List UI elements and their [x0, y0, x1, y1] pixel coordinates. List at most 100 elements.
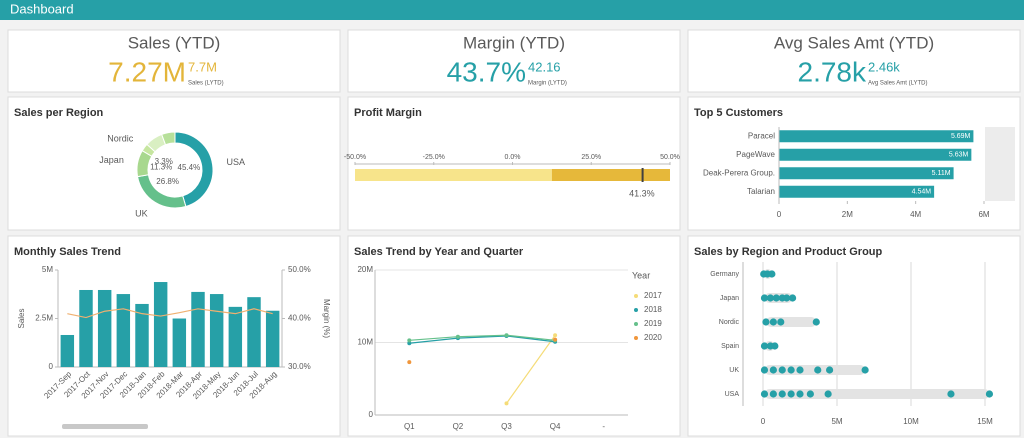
x-tick-label: 0.0% — [505, 154, 521, 161]
y-tick-label: 0 — [369, 410, 374, 419]
y-tick-label: USA — [725, 391, 740, 398]
kpi-compare: 42.16 — [528, 59, 561, 74]
y-tick-label: 0 — [49, 362, 54, 371]
y-tick-label: 5M — [42, 265, 53, 274]
dot — [760, 366, 769, 374]
chart-title: Top 5 Customers — [694, 107, 783, 119]
bar — [79, 289, 93, 367]
chart-title: Sales by Region and Product Group — [694, 246, 883, 258]
dot — [787, 366, 795, 374]
dot — [985, 390, 994, 398]
dot — [812, 318, 820, 326]
bar — [116, 294, 131, 367]
chart-panel — [687, 96, 1021, 231]
x-tick-label: 15M — [977, 417, 993, 426]
dot — [789, 294, 797, 302]
y-tick-label: Talarian — [747, 187, 775, 196]
dot — [769, 366, 777, 374]
kpi-compare-label: Sales (LYTD) — [188, 81, 224, 87]
slice-value-label: 3.3% — [155, 157, 173, 166]
chart-panel — [687, 235, 1021, 437]
dot — [787, 390, 795, 398]
x-tick-label: Q4 — [550, 422, 561, 431]
x-tick-label: Q2 — [453, 422, 464, 431]
y2-tick-label: 30.0% — [288, 362, 311, 371]
point — [553, 337, 558, 342]
kpi-title: Sales (YTD) — [128, 33, 221, 52]
dot — [796, 366, 804, 374]
dot — [783, 294, 791, 302]
x-tick-label: 6M — [978, 210, 989, 219]
y-tick-label: 10M — [357, 338, 373, 347]
x-tick-label: Q1 — [404, 422, 415, 431]
dot — [777, 318, 785, 326]
chart-title: Profit Margin — [354, 107, 422, 119]
chart-title: Sales per Region — [14, 107, 104, 119]
slice-label: UK — [135, 209, 148, 219]
bar — [135, 303, 149, 367]
x-tick-label: -25.0% — [423, 154, 445, 161]
y-tick-label: Deak-Perera Group. — [703, 168, 775, 177]
kpi-value: 43.7% — [447, 56, 526, 87]
point — [504, 401, 509, 406]
dot — [769, 318, 777, 326]
dot — [806, 390, 814, 398]
header-bar — [0, 0, 1024, 20]
bar — [265, 310, 280, 367]
dot — [772, 294, 780, 302]
kpi-compare-label: Margin (LYTD) — [528, 81, 567, 87]
legend-marker — [634, 294, 638, 298]
x-tick-label: - — [602, 422, 605, 431]
dot — [760, 342, 769, 350]
kpi-compare: 2.46k — [868, 59, 900, 74]
scroll-preview[interactable] — [985, 127, 1015, 201]
header-title: Dashboard — [10, 1, 74, 16]
chart-title: Sales Trend by Year and Quarter — [354, 246, 524, 258]
bar — [172, 318, 187, 367]
y-axis-title: Sales — [17, 308, 26, 328]
line — [409, 335, 556, 344]
value-label: 5.69M — [951, 133, 971, 140]
donut-slice — [161, 131, 176, 146]
bar — [247, 297, 261, 367]
dot — [760, 390, 769, 398]
point — [553, 333, 558, 338]
y-tick-label: 20M — [357, 265, 373, 274]
y-tick-label: 2.5M — [35, 314, 53, 323]
bar — [191, 291, 205, 367]
dot — [824, 390, 832, 398]
point — [407, 360, 412, 365]
dot — [768, 270, 776, 278]
y2-tick-label: 50.0% — [288, 265, 311, 274]
point — [407, 338, 412, 343]
line — [67, 308, 273, 319]
slice-value-label: 11.3% — [150, 163, 172, 172]
bar — [97, 289, 112, 367]
dot — [769, 390, 777, 398]
dot — [778, 366, 786, 374]
y-tick-label: Japan — [720, 295, 739, 302]
scrollbar[interactable] — [62, 424, 148, 429]
y-tick-label: Nordic — [719, 319, 740, 326]
dot — [947, 390, 955, 398]
legend-marker — [634, 322, 638, 326]
bar — [779, 185, 935, 198]
y-tick-label: Paracel — [748, 131, 775, 140]
x-tick-label: 50.0% — [660, 154, 680, 161]
y-tick-label: Spain — [721, 343, 739, 350]
point — [455, 334, 460, 339]
slice-label: USA — [226, 157, 245, 167]
bar — [779, 148, 972, 161]
slice-value-label: 26.8% — [156, 177, 179, 186]
value-label: 5.11M — [932, 170, 951, 177]
value-label: 41.3% — [629, 188, 655, 198]
legend-label: 2020 — [644, 333, 662, 342]
x-tick-label: -50.0% — [344, 154, 366, 161]
slice-label: Japan — [99, 155, 124, 165]
point — [504, 333, 509, 338]
dot — [771, 342, 779, 350]
line — [409, 334, 556, 341]
bar — [60, 334, 75, 367]
kpi-title: Margin (YTD) — [463, 33, 565, 52]
